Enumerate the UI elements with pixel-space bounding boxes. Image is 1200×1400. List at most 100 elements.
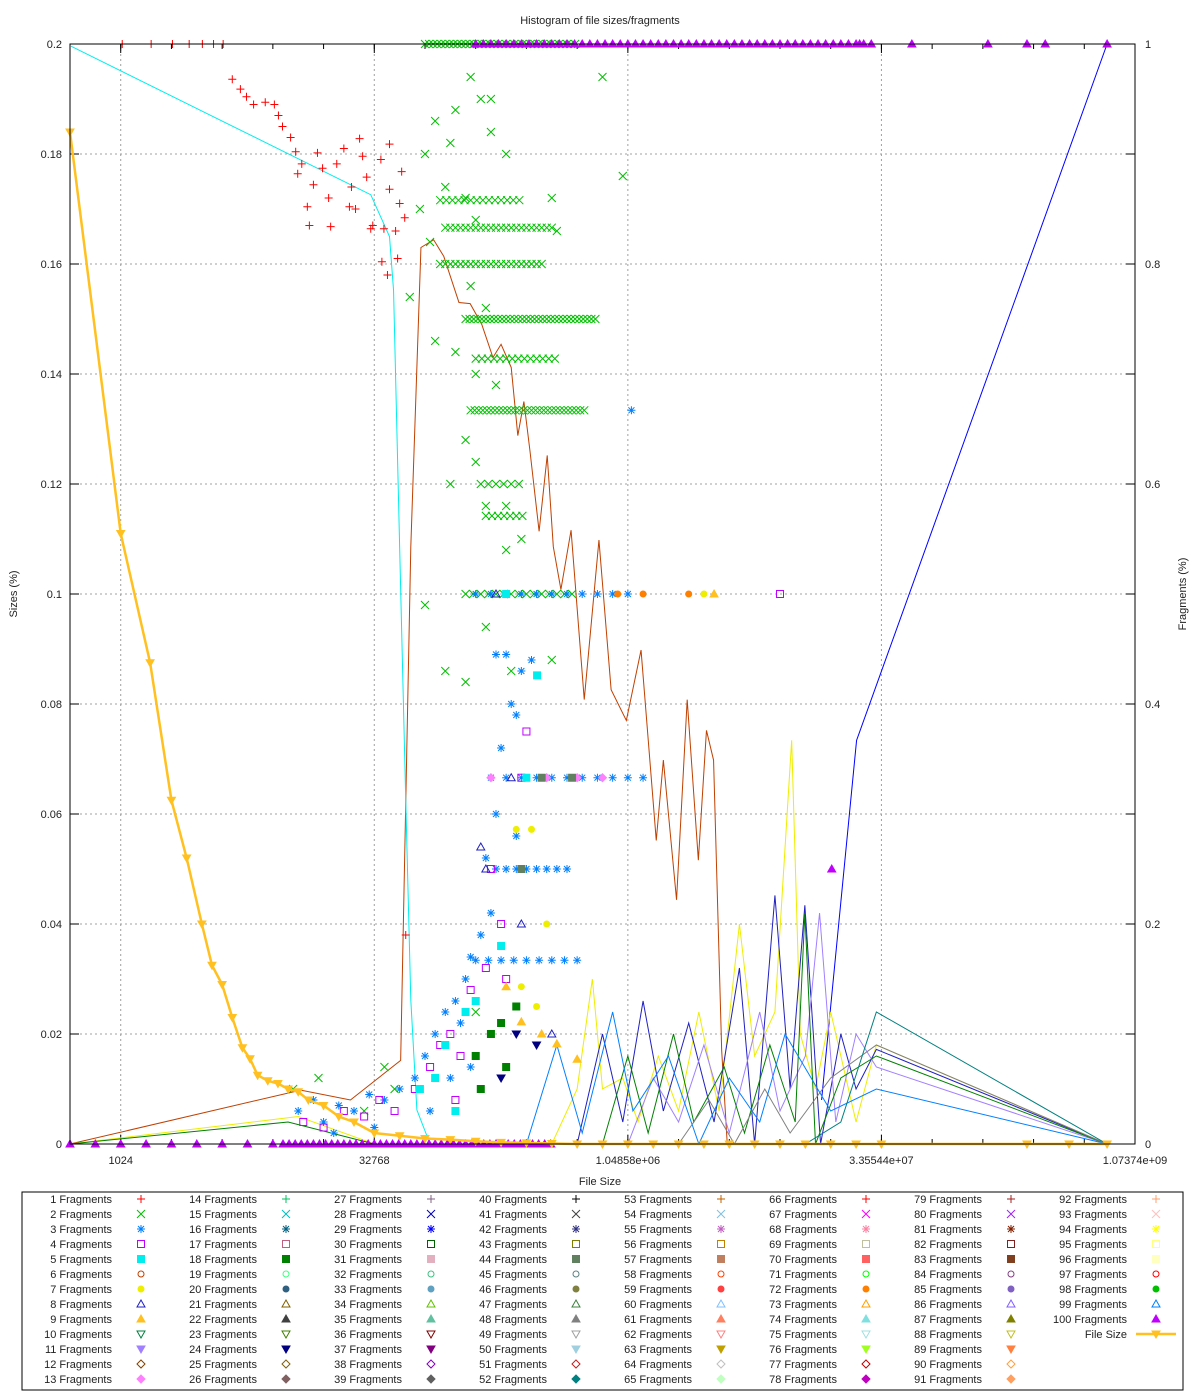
data-point: [532, 773, 541, 782]
legend-entry: 14 Fragments: [189, 1194, 290, 1206]
legend-label: 87 Fragments: [914, 1314, 982, 1326]
data-point: [425, 237, 435, 247]
legend-entry: 8 Fragments: [50, 1298, 146, 1311]
legend-marker: [426, 1359, 436, 1369]
series-6: [69, 239, 728, 1145]
legend-marker: [1006, 1298, 1016, 1308]
legend: 1 Fragments 2 Fragments 3 Fragments 4 Fragm…: [21, 1191, 1184, 1391]
series-4: [299, 590, 784, 1132]
data-point: [270, 100, 279, 109]
data-point: [571, 405, 581, 415]
legend-entry: 58 Fragments: [624, 1269, 725, 1281]
data-point: [490, 195, 500, 205]
data-point: [362, 173, 371, 182]
data-point: [559, 405, 569, 415]
data-point: [360, 1112, 369, 1121]
data-point: [578, 590, 587, 598]
data-point: [441, 1041, 450, 1049]
data-point: [547, 655, 557, 665]
legend-marker: [717, 1270, 725, 1278]
data-point: [517, 534, 526, 544]
legend-marker: [282, 1285, 290, 1293]
legend-entry: 82 Fragments: [914, 1239, 1015, 1251]
data-point: [528, 825, 535, 833]
data-point: [492, 810, 500, 818]
data-point: [547, 590, 556, 598]
data-point: [461, 435, 470, 445]
data-point: [522, 314, 531, 324]
data-point: [536, 1028, 547, 1038]
data-point: [492, 650, 500, 659]
data-point: [466, 953, 475, 961]
legend-entry: 56 Fragments: [624, 1239, 725, 1251]
legend-entry: 30 Fragments: [334, 1239, 435, 1251]
legend-label: 55 Fragments: [624, 1224, 692, 1236]
data-point: [228, 75, 237, 84]
data-point: [278, 122, 287, 131]
legend-label: 39 Fragments: [334, 1374, 402, 1386]
data-point: [497, 920, 506, 928]
data-point: [534, 314, 543, 324]
legend-marker: [281, 1330, 291, 1340]
data-point: [481, 622, 491, 632]
legend-entry: 55 Fragments: [624, 1224, 725, 1236]
legend-label: 99 Fragments: [1059, 1299, 1127, 1311]
legend-entry: 98 Fragments: [1059, 1284, 1160, 1296]
data-point: [401, 931, 410, 939]
data-point: [370, 1123, 379, 1132]
data-point: [486, 772, 496, 783]
y-tick-label: 0.14: [41, 369, 62, 381]
data-point: [332, 159, 341, 168]
legend-entry: 100 Fragments: [1053, 1313, 1161, 1326]
series-18: [471, 1002, 521, 1093]
legend-entry: 53 Fragments: [624, 1194, 725, 1206]
data-point: [451, 1096, 460, 1104]
data-point: [474, 405, 484, 415]
data-point: [496, 1074, 506, 1084]
legend-label: 69 Fragments: [769, 1239, 837, 1251]
data-point: [491, 479, 501, 489]
legend-marker: [717, 1285, 725, 1293]
data-point: [482, 405, 492, 415]
data-point: [531, 1041, 542, 1051]
legend-label: 57 Fragments: [624, 1254, 692, 1266]
data-point: [517, 983, 525, 991]
legend-marker: [717, 1255, 725, 1263]
data-point: [333, 1113, 344, 1122]
data-point: [274, 111, 283, 120]
legend-marker: [1006, 1313, 1016, 1323]
data-point: [579, 405, 589, 415]
data-point: [345, 202, 354, 211]
data-point: [477, 354, 487, 363]
data-point: [547, 193, 557, 203]
data-point: [466, 405, 475, 415]
legend-label: 47 Fragments: [479, 1299, 547, 1311]
legend-entry: 63 Fragments: [624, 1344, 726, 1356]
x-tick-label: 32768: [359, 1155, 390, 1167]
data-point: [451, 105, 460, 115]
legend-marker: [427, 1195, 435, 1203]
data-point: [460, 195, 469, 205]
legend-entry: 26 Fragments: [189, 1374, 291, 1386]
series-line: [68, 131, 1108, 1146]
data-point: [441, 1008, 450, 1016]
y2-tick-label: 0.8: [1145, 259, 1160, 271]
legend-label: 4 Fragments: [50, 1239, 112, 1251]
data-point: [470, 1137, 481, 1147]
data-point: [472, 195, 482, 205]
data-point: [533, 1003, 541, 1010]
legend-marker: [861, 1298, 871, 1308]
legend-marker: [861, 1359, 871, 1369]
legend-label: 70 Fragments: [769, 1254, 837, 1266]
data-point: [350, 1107, 358, 1115]
x-tick-label: 1024: [108, 1155, 132, 1167]
legend-label: 32 Fragments: [334, 1269, 402, 1281]
x-tick-label: 1.07374e+09: [1103, 1155, 1168, 1167]
legend-entry: 62 Fragments: [624, 1329, 726, 1341]
data-point: [535, 956, 544, 965]
data-point: [523, 405, 532, 415]
data-point: [551, 1038, 562, 1048]
data-point: [430, 336, 440, 346]
data-point: [552, 865, 561, 873]
data-point: [365, 1090, 374, 1099]
